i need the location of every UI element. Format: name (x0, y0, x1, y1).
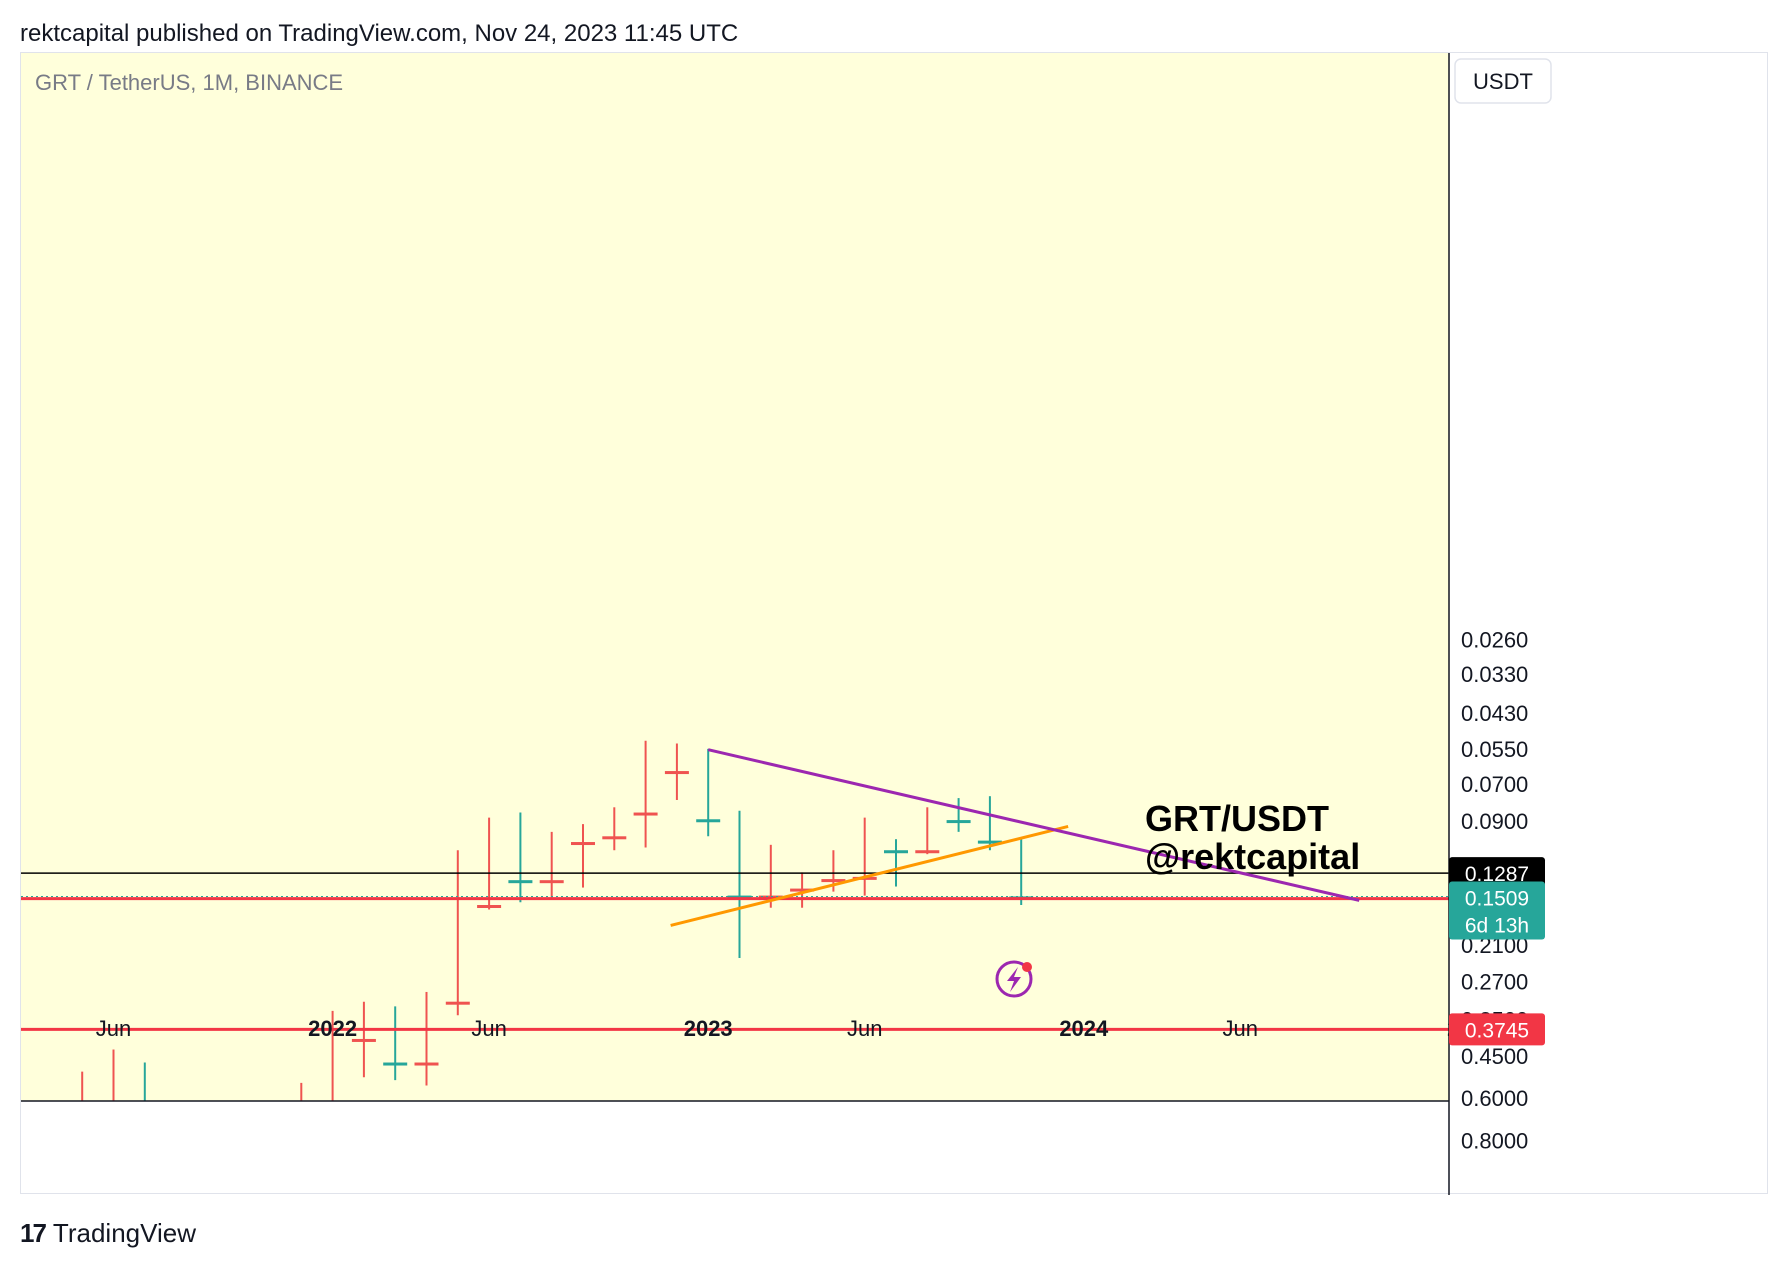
x-tick-6: Jun (1223, 1016, 1258, 1041)
candle-body (445, 1001, 470, 1005)
svg-text:0.1287: 0.1287 (1465, 863, 1529, 886)
svg-text:0.3745: 0.3745 (1465, 1019, 1529, 1042)
candle-23[interactable] (790, 872, 815, 908)
candle-body (195, 1168, 219, 1171)
candle-body (102, 1137, 126, 1140)
y-tick-6: 0.0900 (1461, 809, 1528, 834)
y-tick-2: 0.4500 (1461, 1044, 1528, 1069)
candle-1[interactable] (102, 1049, 126, 1166)
orange-trendline[interactable] (670, 825, 1069, 927)
x-tick-0: Jun (96, 1016, 131, 1041)
resistance-high-price-label: 0.3745 (1449, 1013, 1545, 1046)
y-tick-7: 0.0700 (1461, 772, 1528, 797)
footer: 17 TradingView (20, 1218, 196, 1249)
candle-5[interactable] (227, 1108, 251, 1195)
currency-button[interactable]: USDT (1454, 58, 1552, 104)
candle-12[interactable] (445, 850, 470, 1016)
candle-8[interactable] (321, 1010, 345, 1140)
candle-body (508, 880, 533, 884)
candle-body (414, 1062, 439, 1066)
candle-2[interactable] (133, 1062, 157, 1137)
chart-frame[interactable]: 0.80000.60000.45000.35000.27000.21000.09… (20, 52, 1769, 1195)
current-price-price-label: 0.1287 (1449, 857, 1545, 890)
candle-9[interactable] (351, 1001, 376, 1078)
svg-text:6d 13h: 6d 13h (1465, 914, 1529, 937)
candle-6[interactable] (258, 1168, 282, 1195)
candle-body (664, 771, 689, 775)
candle-26[interactable] (884, 839, 908, 887)
y-tick-9: 0.0430 (1461, 701, 1528, 726)
x-tick-3: 2023 (684, 1016, 733, 1041)
y-tick-11: 0.0260 (1461, 627, 1528, 652)
trendlines-layer (670, 748, 1360, 927)
candle-body (289, 1187, 313, 1190)
candle-27[interactable] (915, 807, 940, 855)
candle-14[interactable] (508, 812, 533, 903)
y-tick-0: 0.8000 (1461, 1128, 1528, 1153)
candle-body (164, 1168, 188, 1171)
annotation-author: @rektcapital (1145, 836, 1360, 877)
candle-body (602, 836, 627, 840)
candle-18[interactable] (633, 740, 658, 848)
candle-4[interactable] (195, 1100, 219, 1195)
candle-body (884, 850, 908, 854)
candle-15[interactable] (539, 831, 564, 900)
candle-16[interactable] (571, 824, 595, 888)
candle-20[interactable] (696, 748, 721, 837)
svg-text:0.1509: 0.1509 (1465, 887, 1529, 910)
candle-body (946, 820, 971, 824)
x-tick-2: Jun (471, 1016, 506, 1041)
candle-28[interactable] (946, 798, 971, 832)
candle-body (571, 842, 595, 846)
time-axis: Jun2022Jun2023Jun2024Jun20 (96, 1016, 1472, 1041)
candle-body (790, 888, 815, 892)
candle-body (758, 895, 783, 899)
candle-body (696, 819, 721, 823)
candle-body (351, 1038, 376, 1042)
publish-header: rektcapital published on TradingView.com… (20, 20, 739, 47)
candle-body (539, 880, 564, 884)
x-tick-1: 2022 (308, 1016, 357, 1041)
candle-body (915, 850, 940, 854)
candle-body (727, 895, 752, 899)
y-tick-8: 0.0550 (1461, 737, 1528, 762)
y-tick-4: 0.2700 (1461, 969, 1528, 994)
candle-body (821, 879, 846, 883)
plot-background (21, 53, 1449, 1101)
candle-body (977, 840, 1002, 844)
y-tick-1: 0.6000 (1461, 1086, 1528, 1111)
candle-10[interactable] (383, 1006, 408, 1081)
candle-body (133, 1105, 157, 1108)
candle-29[interactable] (977, 796, 1002, 851)
last-price-label: 0.1509 6d 13h (1449, 881, 1545, 940)
candle-11[interactable] (414, 991, 439, 1086)
candle-21[interactable] (727, 810, 752, 959)
tradingview-logo-icon[interactable]: 17 (20, 1218, 47, 1248)
purple-trendline[interactable] (707, 748, 1360, 902)
candle-body (477, 905, 502, 909)
currency-label: USDT (1473, 69, 1533, 94)
chart-title: GRT / TetherUS, 1M, BINANCE (35, 70, 343, 95)
x-tick-4: Jun (847, 1016, 882, 1041)
candle-13[interactable] (477, 817, 502, 910)
candle-17[interactable] (602, 807, 627, 851)
lightning-icon[interactable] (995, 960, 1033, 998)
candle-body (383, 1062, 408, 1066)
candle-19[interactable] (664, 743, 689, 800)
horizontal-lines-layer (21, 872, 1449, 1031)
y-tick-10: 0.0330 (1461, 662, 1528, 687)
chart-canvas[interactable]: 0.80000.60000.45000.35000.27000.21000.09… (21, 53, 1769, 1195)
candle-body (321, 1108, 345, 1111)
candle-3[interactable] (164, 1103, 188, 1195)
candle-body (633, 812, 658, 816)
brand-name[interactable]: TradingView (52, 1218, 196, 1248)
x-tick-5: 2024 (1059, 1016, 1109, 1041)
annotation-pair: GRT/USDT (1145, 798, 1329, 839)
